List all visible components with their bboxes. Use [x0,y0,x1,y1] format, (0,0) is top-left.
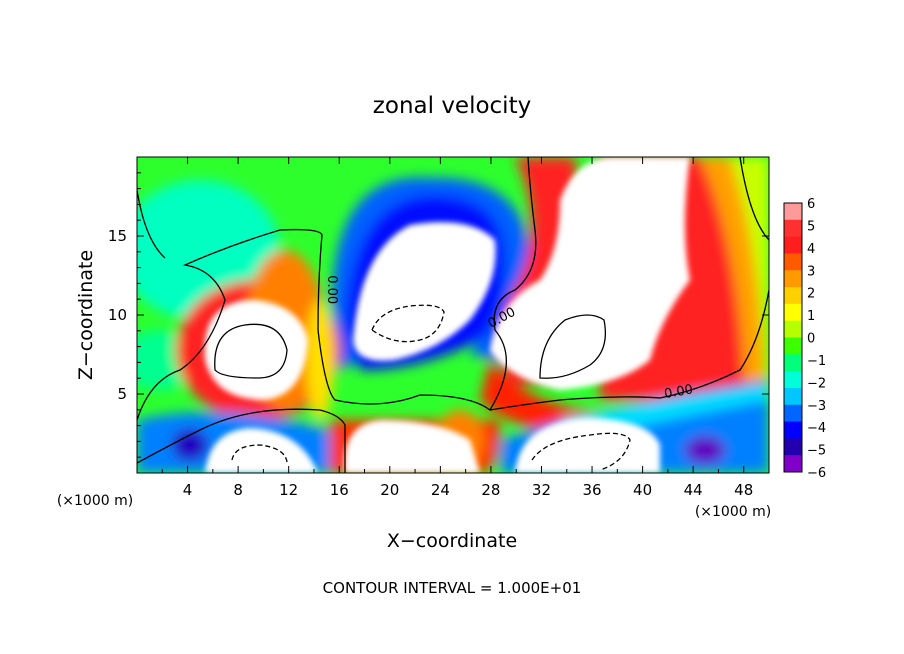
contour-zero-lower [137,408,346,473]
colorbar-swatch [784,421,802,439]
core-lower-right [515,418,660,473]
colorbar-swatch [784,371,802,389]
core-lower-center [344,420,480,473]
colorbar-swatch [784,236,802,254]
colorbar-swatch [784,253,802,271]
colorbar-swatch [784,438,802,456]
negative-contours [231,304,631,471]
y-tick-label: 10 [108,306,127,324]
x-tick-label: 16 [330,481,349,499]
colorbar-tick-label: −3 [807,399,826,414]
plot-area: 0.000.000.00 [137,157,769,473]
contour-zero-upper-left [137,189,166,259]
colorbar-tick-label: 3 [807,264,815,279]
x-tick-label: 36 [582,481,601,499]
y-tick-label: 5 [117,385,127,403]
y-tick-label: 15 [108,227,127,245]
colorbar-tick-label: −2 [807,376,826,391]
x-unit-left: (×1000 m) [57,493,133,509]
x-unit-right: (×1000 m) [695,504,771,520]
contour-neg-lower-left [231,444,288,463]
contour-zero-right [489,289,769,411]
colorbar-tick-label: 5 [807,219,815,234]
colorbar-frame [783,202,803,473]
core-left [204,300,308,400]
colorbar-tick-label: −4 [807,421,826,436]
contour-label: 0.00 [324,275,339,304]
colorbar-tick-label: 4 [807,242,815,257]
contour-lines [137,157,769,473]
contour-zero-left [137,157,537,421]
colorbar-swatch [784,203,802,221]
chart-title: zonal velocity [373,93,531,119]
x-tick-label: 44 [684,481,703,499]
colorbar-tick-label: 0 [807,332,815,347]
x-tick-label: 48 [734,481,753,499]
x-tick-label: 20 [380,481,399,499]
core-middle [490,157,690,390]
contour-interval-note: CONTOUR INTERVAL = 1.000E+01 [323,579,582,597]
y-ticks: 5 10 15 [108,172,769,458]
field-cores [204,157,690,473]
colorbar-swatch [784,270,802,288]
colorbar-swatch [784,455,802,473]
colorbar-swatch [784,219,802,238]
colorbar-swatch [784,387,802,406]
x-tick-label: 4 [183,481,193,499]
colorbar-swatch [784,337,802,355]
colorbar-swatch [784,354,802,372]
colorbar: 6 5 4 3 2 1 0 −1 −2 −3 −4 −5 −6 [783,197,826,481]
x-ticks: 4 8 12 16 20 24 28 32 36 40 44 48 [161,157,753,499]
colorbar-tick-label: −5 [807,444,826,459]
colorbar-swatch [784,404,802,423]
colorbar-tick-label: −1 [807,354,826,369]
colorbar-tick-label: −6 [807,466,826,481]
colorbar-tick-label: 2 [807,287,815,302]
x-tick-label: 12 [279,481,298,499]
contour-core-middle [539,314,607,379]
contour-neg-lower-right [531,432,631,471]
x-tick-label: 28 [481,481,500,499]
colorbar-swatch [784,303,802,322]
core-lower-left [205,428,318,473]
y-axis-label: Z−coordinate [75,250,97,380]
x-tick-label: 8 [233,481,243,499]
contour-labels: 0.000.000.00 [324,275,694,402]
colorbar-tick-label: 6 [807,197,815,212]
contour-neg-upper [371,304,445,343]
colorbar-tick-label: 1 [807,309,815,324]
x-axis-label: X−coordinate [387,530,517,552]
core-upper [353,222,496,361]
colorbar-swatch [784,287,802,305]
x-tick-label: 32 [532,481,551,499]
x-tick-label: 24 [431,481,450,499]
contour-label: 0.00 [663,382,694,402]
colorbar-swatch [784,320,802,338]
contour-core-left [214,323,288,379]
x-tick-label: 40 [633,481,652,499]
